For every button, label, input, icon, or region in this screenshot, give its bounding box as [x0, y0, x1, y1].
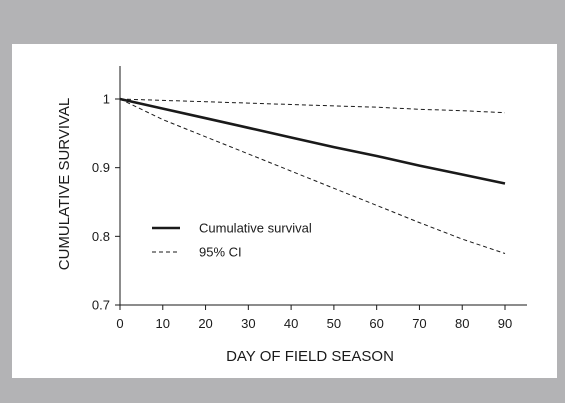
- x-axis-title: DAY OF FIELD SEASON: [226, 348, 394, 365]
- ci-line: [119, 98, 506, 114]
- y-tick-label: 0.8: [92, 229, 110, 244]
- survival-line: [119, 97, 506, 185]
- y-tick-label: 0.7: [92, 298, 110, 313]
- x-tick-label: 40: [284, 316, 298, 331]
- y-axis-title: CUMULATIVE SURVIVAL: [56, 98, 73, 271]
- legend-label: 95% CI: [199, 245, 242, 260]
- ci-line: [119, 98, 506, 254]
- series-lines: [119, 97, 506, 254]
- x-tick-label: 10: [156, 316, 170, 331]
- axes: 0 10 20 30 40 50 60 70 80 90 0.7 0.8 0.9 1: [92, 66, 527, 331]
- legend-label: Cumulative survival: [199, 221, 312, 236]
- y-tick-label: 1: [103, 92, 110, 107]
- x-tick-label: 90: [498, 316, 512, 331]
- legend: Cumulative survival 95% CI: [152, 221, 312, 260]
- x-tick-label: 60: [369, 316, 383, 331]
- x-tick-label: 20: [198, 316, 212, 331]
- x-tick-label: 0: [116, 316, 123, 331]
- x-tick-label: 30: [241, 316, 255, 331]
- y-tick-label: 0.9: [92, 160, 110, 175]
- chart-panel: [12, 44, 557, 378]
- x-tick-label: 80: [455, 316, 469, 331]
- x-tick-label: 70: [412, 316, 426, 331]
- x-tick-label: 50: [327, 316, 341, 331]
